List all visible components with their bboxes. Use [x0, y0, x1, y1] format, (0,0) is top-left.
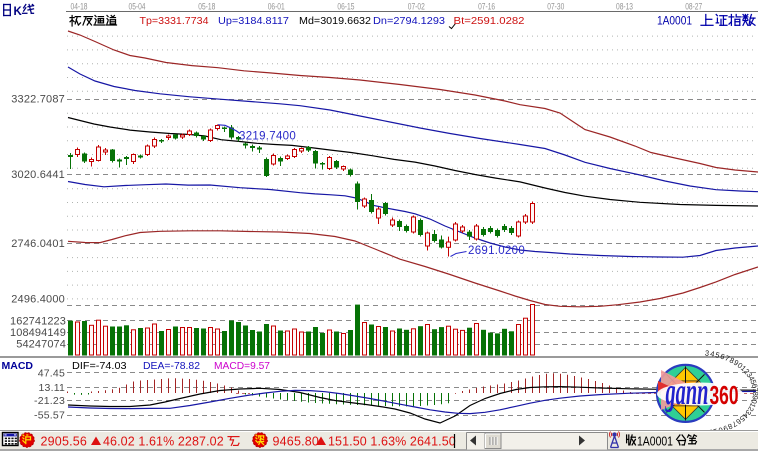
svg-text:07-02: 07-02: [408, 2, 425, 12]
svg-text:3: 3: [744, 408, 754, 417]
svg-text:07-30: 07-30: [547, 2, 564, 12]
svg-text:9: 9: [750, 395, 758, 401]
svg-text:Tp=3331.7734: Tp=3331.7734: [140, 15, 209, 27]
svg-text:7: 7: [751, 387, 758, 392]
svg-text:162741223: 162741223: [10, 316, 66, 328]
svg-text:2: 2: [746, 405, 756, 413]
svg-text:06-01: 06-01: [268, 2, 285, 12]
svg-text:46.02 1.61% 2287.02: 46.02 1.61% 2287.02: [103, 435, 224, 449]
svg-text:7: 7: [730, 419, 738, 429]
svg-text:0: 0: [736, 361, 745, 371]
svg-text:-21.23: -21.23: [34, 395, 65, 407]
svg-text:54247074: 54247074: [16, 339, 66, 351]
svg-text:360: 360: [710, 380, 739, 410]
svg-text:2: 2: [742, 367, 751, 376]
svg-text:9: 9: [722, 423, 729, 433]
svg-text:8: 8: [751, 392, 758, 396]
svg-text:9: 9: [732, 358, 740, 368]
svg-text:DIF=-74.03: DIF=-74.03: [72, 360, 127, 372]
svg-text:13.11: 13.11: [39, 382, 66, 394]
svg-text:05-04: 05-04: [129, 2, 146, 12]
svg-text:3020.6441: 3020.6441: [11, 169, 65, 181]
svg-text:7: 7: [724, 353, 731, 363]
svg-text:6: 6: [750, 383, 758, 389]
svg-text:2746.0401: 2746.0401: [11, 238, 65, 250]
svg-text:-55.57: -55.57: [34, 410, 65, 422]
svg-text:3219.7400: 3219.7400: [239, 131, 296, 143]
svg-text:MACD=9.57: MACD=9.57: [214, 360, 270, 372]
svg-text:4: 4: [747, 374, 757, 382]
svg-text:DEA=-78.82: DEA=-78.82: [143, 360, 200, 372]
svg-text:151.50 1.63% 2641.50: 151.50 1.63% 2641.50: [328, 435, 456, 449]
svg-text:1: 1: [739, 364, 748, 373]
svg-text:9465.80: 9465.80: [273, 435, 320, 449]
svg-text:8: 8: [728, 356, 736, 366]
svg-text:3322.7087: 3322.7087: [11, 94, 65, 106]
svg-text:5: 5: [714, 350, 720, 360]
svg-text:3: 3: [744, 370, 754, 379]
svg-text:Md=3019.6632: Md=3019.6632: [299, 15, 371, 27]
svg-text:47.45: 47.45: [38, 367, 65, 379]
svg-text:3: 3: [704, 348, 709, 357]
svg-text:04-18: 04-18: [71, 2, 88, 12]
svg-text:1: 1: [748, 401, 758, 409]
svg-text:8: 8: [726, 421, 734, 431]
svg-text:6: 6: [719, 352, 726, 362]
svg-text:05-18: 05-18: [198, 2, 215, 12]
svg-text:MACD: MACD: [2, 360, 34, 372]
svg-text:2496.4000: 2496.4000: [11, 294, 65, 306]
svg-text:08-27: 08-27: [685, 2, 702, 12]
svg-text:06-15: 06-15: [337, 2, 354, 12]
svg-text:0: 0: [749, 398, 758, 405]
svg-text:6: 6: [734, 417, 743, 427]
svg-text:2691.0200: 2691.0200: [468, 245, 525, 257]
svg-text:5: 5: [738, 414, 747, 424]
svg-text:gann: gann: [665, 371, 709, 413]
svg-text:Dn=2794.1293: Dn=2794.1293: [373, 15, 445, 27]
svg-text:5: 5: [748, 378, 758, 385]
svg-text:K: K: [14, 6, 23, 18]
svg-text:Bt=2591.0282: Bt=2591.0282: [454, 15, 525, 27]
svg-text:07-16: 07-16: [478, 2, 495, 12]
svg-text:Up=3184.8117: Up=3184.8117: [218, 15, 289, 27]
svg-text:4: 4: [709, 349, 715, 359]
svg-text:2905.56: 2905.56: [41, 435, 88, 449]
svg-text:08-13: 08-13: [616, 2, 633, 12]
svg-text:4: 4: [741, 411, 750, 420]
svg-text:1A0001: 1A0001: [657, 16, 692, 28]
svg-text:1A0001: 1A0001: [637, 435, 673, 449]
svg-text:108494149: 108494149: [10, 327, 66, 339]
